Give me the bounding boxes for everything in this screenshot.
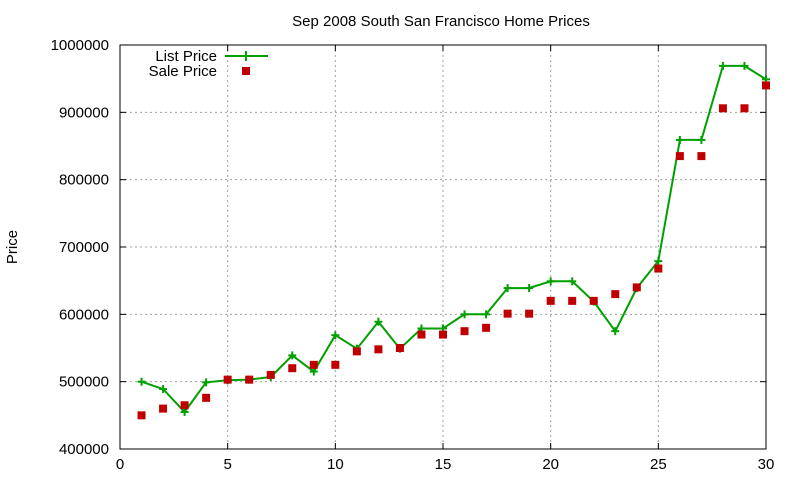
list-price-point <box>546 277 555 286</box>
sale-price-point <box>266 370 275 379</box>
sale-price-point <box>697 152 706 161</box>
sale-price-point <box>546 296 555 305</box>
list-price-point <box>718 61 727 70</box>
x-tick-label: 30 <box>758 456 775 473</box>
sale-price-point <box>740 104 749 113</box>
sale-price-point <box>503 309 512 318</box>
legend-list-price-marker <box>241 51 251 61</box>
sale-price-point <box>460 327 469 336</box>
legend-sale-price-label: Sale Price <box>149 63 217 80</box>
list-price-point <box>611 327 620 336</box>
list-price-point <box>675 135 684 144</box>
axes: 0 5 10 15 20 25 30 400000 500000 600000 700000 8000… <box>51 37 775 473</box>
sale-price-point <box>137 411 146 420</box>
sale-price-point <box>675 152 684 161</box>
sale-price-point <box>439 330 447 339</box>
gridlines <box>120 45 766 449</box>
sale-price-point <box>718 104 727 113</box>
x-tick-label: 25 <box>650 456 667 473</box>
legend-list-price-label: List Price <box>155 48 217 65</box>
y-axis-label: Price <box>4 230 21 264</box>
list-price-point <box>374 317 383 326</box>
sale-price-point <box>482 323 491 332</box>
legend-sale-price-marker <box>242 67 250 75</box>
list-price-point <box>740 61 749 70</box>
sale-price-point <box>589 296 598 305</box>
sale-price-point <box>417 330 426 339</box>
sale-price-point <box>202 393 211 402</box>
list-price-point <box>525 284 534 293</box>
list-price-point <box>654 257 663 266</box>
y-tick-label: 400000 <box>59 441 109 458</box>
list-price-point <box>159 385 168 394</box>
x-tick-label: 10 <box>327 456 344 473</box>
y-tick-label: 700000 <box>59 239 109 256</box>
list-price-point <box>202 378 211 387</box>
y-tick-label: 1000000 <box>51 37 109 54</box>
list-price-point <box>309 367 318 376</box>
sale-price-point <box>525 309 534 318</box>
sale-price-point <box>223 375 232 384</box>
sale-price-point <box>395 344 404 352</box>
sale-price-point <box>654 264 663 273</box>
sale-price-point <box>611 290 620 299</box>
x-tick-label: 15 <box>435 456 452 473</box>
sale-price-point <box>159 404 168 413</box>
sale-price-point <box>245 375 254 384</box>
y-tick-label: 800000 <box>59 172 109 189</box>
list-price-point <box>288 351 297 360</box>
sale-price-point <box>331 360 340 369</box>
sale-price-point <box>374 345 383 354</box>
x-tick-label: 0 <box>116 456 124 473</box>
list-price-point <box>137 377 146 386</box>
sale-price-point <box>762 81 770 90</box>
y-tick-label: 500000 <box>59 374 109 391</box>
sale-price-point <box>288 364 297 373</box>
sale-price-point <box>180 401 189 410</box>
sale-price-point <box>568 296 577 305</box>
list-price-point <box>180 407 189 416</box>
list-price-line <box>141 64 767 414</box>
list-price-point <box>331 331 340 340</box>
sale-price-point <box>309 360 318 369</box>
x-tick-label: 5 <box>223 456 231 473</box>
chart-title: Sep 2008 South San Francisco Home Prices <box>292 13 590 30</box>
legend: List Price Sale Price <box>149 48 268 80</box>
list-price-point <box>460 310 469 319</box>
series-layer <box>137 61 770 420</box>
list-price-point <box>482 310 491 319</box>
x-tick-label: 20 <box>542 456 559 473</box>
y-tick-label: 600000 <box>59 306 109 323</box>
list-price-point <box>503 284 512 293</box>
sale-price-point <box>632 283 641 292</box>
sale-price-point <box>352 347 361 356</box>
list-price-point <box>568 277 577 286</box>
list-price-point <box>697 135 706 144</box>
y-tick-label: 900000 <box>59 104 109 121</box>
